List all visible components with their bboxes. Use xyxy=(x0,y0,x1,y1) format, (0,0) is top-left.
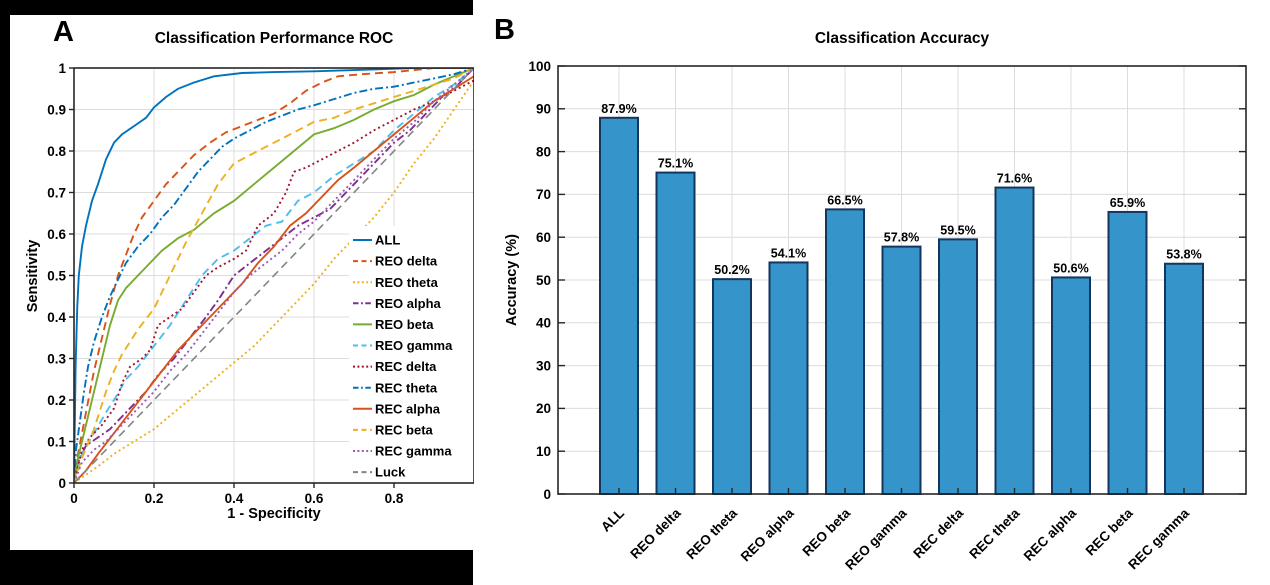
bar-x-tick-label: REC delta xyxy=(910,505,966,561)
panel-a-letter: A xyxy=(53,16,74,48)
bar-x-tick-label: REC alpha xyxy=(1021,505,1080,564)
panel-b-letter: B xyxy=(494,14,515,46)
roc-curve-luck xyxy=(74,68,474,483)
roc-legend-label-rec-theta: REC theta xyxy=(375,380,438,395)
panel-a-title: Classification Performance ROC xyxy=(154,30,394,47)
bar-rec-delta xyxy=(938,238,978,495)
bar-x-tick-label: REO delta xyxy=(627,505,684,562)
bar-y-tick-label: 90 xyxy=(536,102,551,117)
bar-x-tick-label: REO alpha xyxy=(738,505,797,564)
bar-y-tick-label: 100 xyxy=(528,59,551,74)
roc-curve-reo-theta xyxy=(74,79,474,483)
bar-y-tick-label: 60 xyxy=(536,230,551,245)
roc-curve-reo-gamma xyxy=(74,68,474,483)
bar-x-tick-label: REC gamma xyxy=(1125,505,1192,572)
roc-legend-label-luck: Luck xyxy=(375,465,406,480)
roc-legend-box xyxy=(349,226,474,482)
bar-rec-gamma xyxy=(1164,262,1204,495)
roc-y-tick-label: 0.7 xyxy=(47,185,66,200)
bar-reo-beta xyxy=(825,208,865,495)
roc-y-tick-label: 0.8 xyxy=(47,144,66,159)
roc-curve-reo-beta xyxy=(74,68,474,483)
roc-x-tick-label: 0.8 xyxy=(385,491,404,506)
bar-value-label: 50.6% xyxy=(1053,261,1088,275)
roc-legend-label-rec-alpha: REC alpha xyxy=(375,401,441,416)
roc-legend-label-reo-delta: REO delta xyxy=(375,254,438,269)
panel-a-x-axis-label: 1 - Specificity xyxy=(227,506,321,522)
roc-curve-rec-alpha xyxy=(74,75,474,483)
roc-x-tick-label: 0.4 xyxy=(225,491,244,506)
bar-reo-alpha xyxy=(768,261,809,495)
roc-curve-rec-theta xyxy=(74,68,474,483)
roc-legend-label-all: ALL xyxy=(375,233,400,248)
roc-y-tick-label: 1 xyxy=(58,61,66,76)
bar-value-label: 53.8% xyxy=(1166,248,1201,262)
roc-legend-label-rec-beta: REC beta xyxy=(375,423,434,438)
bar-value-label: 75.1% xyxy=(658,157,693,171)
bar-y-tick-label: 80 xyxy=(536,144,551,159)
bar-reo-gamma xyxy=(881,245,922,495)
bar-y-tick-label: 20 xyxy=(536,401,551,416)
bar-x-tick-label: REO gamma xyxy=(842,505,910,573)
bar-x-tick-label: REC theta xyxy=(966,505,1023,562)
roc-legend-label-reo-gamma: REO gamma xyxy=(375,338,453,353)
roc-y-tick-label: 0.4 xyxy=(47,310,66,325)
roc-y-tick-label: 0.5 xyxy=(47,268,66,283)
bar-y-tick-label: 10 xyxy=(536,444,551,459)
bar-value-label: 59.5% xyxy=(940,223,975,237)
bar-value-label: 66.5% xyxy=(827,193,862,207)
bar-value-label: 57.8% xyxy=(884,231,919,245)
roc-legend-label-rec-delta: REC delta xyxy=(375,359,437,374)
bar-y-tick-label: 0 xyxy=(543,487,551,502)
roc-curve-rec-beta xyxy=(74,68,474,483)
roc-curve-rec-delta xyxy=(74,79,474,483)
roc-y-tick-label: 0.6 xyxy=(47,227,66,242)
bar-value-label: 54.1% xyxy=(771,246,806,260)
panel-a-y-axis-label: Sensitivity xyxy=(25,239,41,313)
bar-x-tick-label: REO theta xyxy=(683,505,740,562)
bar-x-tick-label: REC beta xyxy=(1083,505,1136,558)
roc-y-tick-label: 0 xyxy=(58,476,66,491)
roc-y-tick-label: 0.1 xyxy=(47,434,66,449)
panel-b-title: Classification Accuracy xyxy=(814,30,990,47)
bar-rec-alpha xyxy=(1051,276,1091,495)
roc-y-tick-label: 0.9 xyxy=(47,102,66,117)
roc-x-tick-label: 0.2 xyxy=(145,491,164,506)
bar-value-label: 65.9% xyxy=(1110,196,1145,210)
bar-value-label: 50.2% xyxy=(714,263,749,277)
bar-all xyxy=(599,116,639,496)
roc-y-tick-label: 0.2 xyxy=(47,393,66,408)
roc-curve-rec-gamma xyxy=(74,68,474,483)
bar-rec-theta xyxy=(994,186,1035,495)
bar-y-tick-label: 50 xyxy=(536,273,551,288)
roc-legend-label-rec-gamma: REC gamma xyxy=(375,444,452,459)
bar-y-tick-label: 70 xyxy=(536,187,551,202)
bar-plot-svg: 87.9% 75.1% 50.2% 54.1% 66.5% 57.8% 59.5% 71.6%… xyxy=(528,59,1247,573)
bar-y-tick-label: 40 xyxy=(536,316,551,331)
roc-plot-svg: ALL REO delta REO theta REO alpha REO beta RE… xyxy=(47,61,474,506)
roc-legend-label-reo-beta: REO beta xyxy=(375,317,434,332)
roc-legend-label-reo-alpha: REO alpha xyxy=(375,296,442,311)
roc-curve-all xyxy=(74,68,474,483)
roc-y-tick-label: 0.3 xyxy=(47,351,66,366)
bar-value-label: 71.6% xyxy=(997,172,1032,186)
bar-rec-beta xyxy=(1107,210,1148,495)
roc-x-tick-label: 0 xyxy=(70,491,78,506)
panel-b-y-axis-label: Accuracy (%) xyxy=(504,234,520,326)
roc-x-tick-label: 0.6 xyxy=(305,491,324,506)
bar-reo-theta xyxy=(712,278,752,496)
roc-legend-label-reo-theta: REO theta xyxy=(375,275,439,290)
roc-curves xyxy=(74,68,474,483)
roc-curve-reo-alpha xyxy=(74,68,474,483)
bar-value-label: 87.9% xyxy=(601,102,636,116)
roc-curve-reo-delta xyxy=(74,68,474,483)
bar-x-tick-label: REO beta xyxy=(800,505,854,559)
bar-x-tick-label: ALL xyxy=(598,506,627,535)
bar-y-tick-label: 30 xyxy=(536,358,551,373)
bar-reo-delta xyxy=(655,171,696,496)
